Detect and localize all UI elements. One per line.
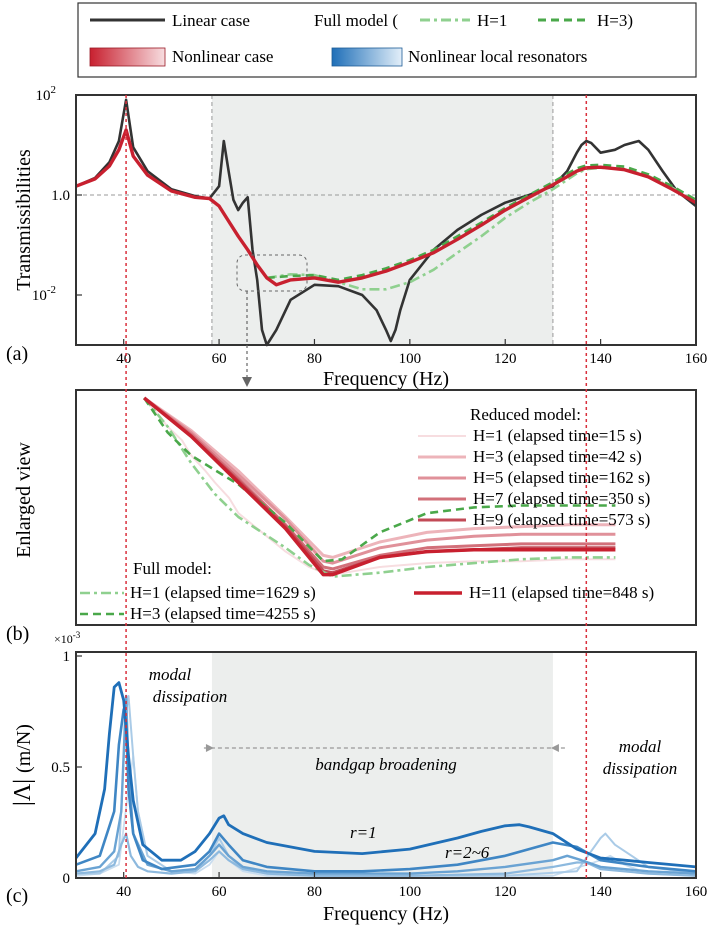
legend-full-model-label: Full model (	[314, 11, 398, 30]
panel-b-legend-label-reduced: H=1 (elapsed time=15 s)	[473, 426, 642, 445]
panel-a-ytick-label: 1.0	[51, 188, 70, 204]
panel-c-bandgap-region	[211, 652, 553, 878]
panel-c-xtick-label: 120	[494, 884, 517, 900]
panel-a-xtick-label: 40	[116, 351, 131, 367]
legend: Linear case Full model ( H=1 H=3) Nonlin…	[77, 2, 697, 78]
annotation-modal-left-2: dissipation	[153, 687, 228, 706]
panel-b-full-title: Full model:	[133, 559, 212, 578]
panel-c-label: (c)	[6, 885, 28, 907]
annotation-r1: r=1	[350, 823, 377, 842]
legend-linear-label: Linear case	[172, 11, 250, 30]
bandgap-arrowhead-left	[205, 744, 214, 752]
zoom-arrow-head	[242, 377, 252, 387]
panel-b-label: (b)	[6, 623, 29, 645]
annotation-modal-right-1: modal	[619, 737, 662, 756]
panel-c-ticks: 40 60 80 100 120 140 160 1 0.5 0	[51, 649, 707, 900]
resonance-markers	[125, 95, 588, 878]
panel-a-bandgap-region	[211, 95, 553, 345]
panel-a-ytick-label: 10-2	[32, 284, 56, 304]
panel-c-ytick-label: 0.5	[51, 760, 70, 776]
annotation-bandgap: bandgap broadening	[315, 755, 457, 774]
panel-b-reduced-title: Reduced model:	[470, 405, 581, 424]
panel-a: 40 60 80 100 120 140 160 102 1.0 10-2 Transmissib…	[6, 84, 707, 390]
annotation-modal-right-2: dissipation	[603, 759, 678, 778]
panel-c-xtick-label: 60	[212, 884, 227, 900]
panel-c-frame	[75, 651, 697, 879]
panel-b-legend-label-reduced: H=11 (elapsed time=848 s)	[469, 583, 654, 602]
panel-c-xtick-label: 40	[116, 884, 131, 900]
panel-c-xtick-label: 140	[589, 884, 612, 900]
panel-a-series-nonlinear-case	[75, 128, 697, 287]
panel-c-series-r-4	[75, 832, 697, 877]
annotation-r26: r=2~6	[445, 843, 490, 862]
panel-c-scale: ×10-3	[54, 630, 81, 646]
panel-b-series	[143, 396, 616, 578]
panel-c-series-r-1	[74, 681, 697, 869]
legend-nonlinear-local-label: Nonlinear local resonators	[408, 47, 587, 66]
panel-b-series-h-1-elapsed-time-1629-s-	[143, 397, 616, 578]
panel-a-xtick-label: 60	[212, 351, 227, 367]
legend-nonlinear-label: Nonlinear case	[172, 47, 273, 66]
zoom-arrow	[242, 291, 252, 387]
panel-b-series-h-3-elapsed-time-4255-s-	[143, 397, 616, 563]
panel-a-xtick-label: 100	[399, 351, 422, 367]
panel-a-xtick-label: 160	[685, 351, 708, 367]
panel-b-legend-label-reduced: H=5 (elapsed time=162 s)	[473, 468, 650, 487]
panel-a-ticks: 40 60 80 100 120 140 160 102 1.0 10-2	[32, 84, 707, 367]
panel-a-xtick-label: 140	[589, 351, 612, 367]
panel-b-legend: H=1 (elapsed time=15 s) H=3 (elapsed time…	[80, 426, 654, 623]
panel-a-ytick-label: 102	[36, 84, 57, 104]
panel-a-gridlines	[76, 95, 696, 345]
panel-b-legend-label-reduced: H=9 (elapsed time=573 s)	[473, 510, 650, 529]
panel-a-label: (a)	[6, 343, 28, 365]
panel-c-xtick-label: 80	[307, 884, 322, 900]
panel-c-series-r-5	[76, 695, 697, 877]
legend-h1-label: H=1	[477, 11, 507, 30]
panel-a-series-h-1	[266, 166, 697, 291]
legend-nonlinear-swatch	[89, 47, 166, 67]
panel-a-xlabel: Frequency (Hz)	[323, 368, 449, 390]
panel-c: 40 60 80 100 120 140 160 1 0.5 0 ×10-3 |Λ|(m/N) F…	[6, 630, 707, 925]
panel-a-ylabel: Transmissibilities	[13, 149, 35, 291]
bandgap-arrowhead-right	[550, 744, 559, 752]
panel-c-ylabel: |Λ|(m/N)	[10, 724, 36, 806]
panel-c-xtick-label: 160	[685, 884, 708, 900]
panel-a-xtick-label: 120	[494, 351, 517, 367]
panel-c-xlabel: Frequency (Hz)	[323, 903, 449, 925]
panel-c-xtick-label: 100	[399, 884, 422, 900]
panel-b-legend-label-reduced: H=7 (elapsed time=350 s)	[473, 489, 650, 508]
panel-b-plot-area	[76, 390, 696, 625]
panel-a-series-h-3	[266, 163, 697, 282]
panel-b-ylabel: Enlarged view	[13, 442, 35, 558]
legend-nonlinear-local-swatch	[331, 47, 403, 67]
panel-b-legend-label-full: H=1 (elapsed time=1629 s)	[130, 583, 316, 602]
panel-b-legend-label-reduced: H=3 (elapsed time=42 s)	[473, 447, 642, 466]
panel-a-zoom-box	[236, 254, 308, 292]
panel-b: Enlarged view (b) Reduced model: H=1 (el…	[6, 389, 697, 645]
panel-c-ytick-label: 0	[63, 871, 71, 887]
panel-c-ytick-label: 1	[63, 649, 71, 665]
panel-a-frame	[75, 94, 697, 346]
panel-a-xtick-label: 80	[307, 351, 322, 367]
panel-b-legend-label-full: H=3 (elapsed time=4255 s)	[130, 604, 316, 623]
legend-h3-label: H=3)	[597, 11, 633, 30]
panel-b-series-h-5-elapsed-time-162-s-	[143, 396, 616, 565]
annotation-modal-left-1: modal	[149, 665, 192, 684]
panel-a-series	[75, 98, 697, 347]
panel-b-series-h-11-elapsed-time-848-s-	[143, 396, 616, 577]
panel-b-frame	[75, 389, 697, 626]
